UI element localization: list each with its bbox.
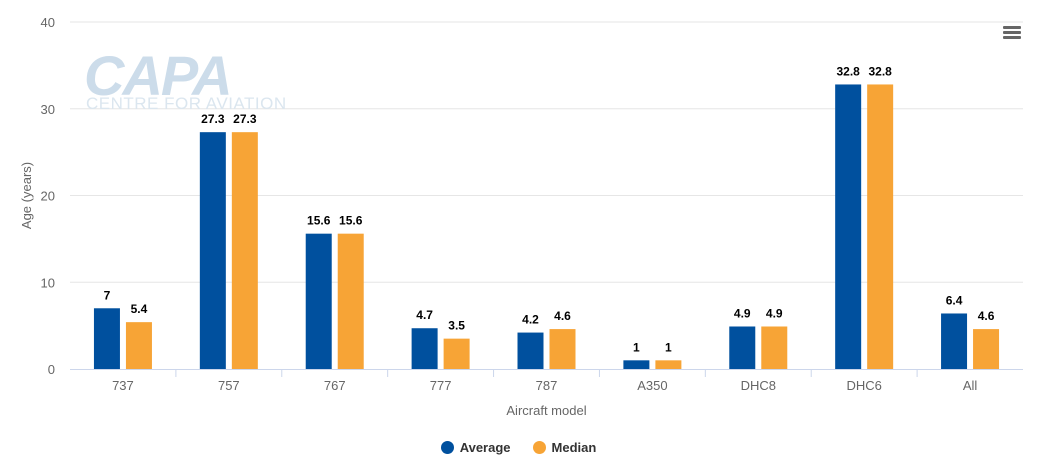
- data-label: 4.6: [554, 309, 571, 323]
- bar-median[interactable]: [655, 360, 682, 369]
- x-tick-label: A350: [637, 378, 667, 393]
- legend-marker-median: [532, 441, 546, 454]
- y-tick-label: 0: [48, 362, 55, 377]
- bar-median[interactable]: [761, 326, 788, 369]
- data-label: 27.3: [201, 112, 225, 126]
- bar-average[interactable]: [941, 313, 968, 369]
- bar-average[interactable]: [93, 308, 120, 369]
- logo-sub-text: CENTRE FOR AVIATION: [86, 94, 287, 113]
- data-label: 32.8: [836, 64, 860, 78]
- bars: [93, 84, 1000, 370]
- legend-item-median[interactable]: Median: [532, 440, 597, 455]
- y-tick-label: 40: [41, 15, 55, 30]
- data-label: 1: [665, 340, 672, 354]
- y-axis-ticks: 0 10 20 30 40: [41, 15, 55, 377]
- hamburger-menu-icon[interactable]: [1000, 24, 1024, 44]
- data-label: 4.9: [734, 306, 751, 320]
- data-label: 4.9: [766, 306, 783, 320]
- data-label: 15.6: [307, 214, 331, 228]
- bar-average[interactable]: [517, 332, 544, 369]
- x-tick-label: 767: [324, 378, 346, 393]
- y-tick-label: 20: [41, 189, 55, 204]
- data-label: 1: [633, 340, 640, 354]
- data-label: 15.6: [339, 214, 363, 228]
- y-tick-label: 30: [41, 102, 55, 117]
- data-label: 4.2: [522, 313, 539, 327]
- x-tick-label: 757: [218, 378, 240, 393]
- bar-average[interactable]: [199, 132, 226, 369]
- bar-median[interactable]: [443, 338, 470, 369]
- legend-label-median: Median: [551, 440, 597, 455]
- x-axis-title: Aircraft model: [506, 403, 586, 418]
- x-tick-label: 777: [430, 378, 452, 393]
- data-label: 27.3: [233, 112, 257, 126]
- legend-item-average[interactable]: Average: [440, 440, 511, 455]
- x-tick-label: DHC8: [741, 378, 776, 393]
- bar-median[interactable]: [125, 322, 152, 369]
- legend-label-average: Average: [459, 440, 511, 455]
- data-label: 3.5: [448, 319, 465, 333]
- bar-median[interactable]: [973, 329, 1000, 369]
- bar-average[interactable]: [623, 360, 650, 369]
- y-tick-label: 10: [41, 275, 55, 290]
- x-tick-label: DHC6: [846, 378, 881, 393]
- bar-median[interactable]: [337, 233, 364, 369]
- data-label: 4.7: [416, 308, 433, 322]
- gridlines: [70, 21, 1023, 283]
- x-tick-label: All: [963, 378, 978, 393]
- logo-main-text: CAPA: [84, 44, 233, 107]
- bar-average[interactable]: [835, 84, 862, 370]
- bar-median[interactable]: [549, 329, 576, 369]
- x-tick-label: 787: [536, 378, 558, 393]
- x-axis-ticks: 737 757 767 777 787 A350 DHC8 DHC6 All: [112, 369, 977, 393]
- data-label: 6.4: [946, 293, 963, 307]
- bar-median[interactable]: [231, 132, 258, 369]
- bar-average[interactable]: [305, 233, 332, 369]
- legend-marker-average: [440, 441, 454, 454]
- data-label: 7: [104, 288, 111, 302]
- data-labels: 7 5.4 27.3 27.3 15.6 15.6 4.7 3.5 4.2 4.6 1 1 4.9 4.9…: [103, 63, 996, 355]
- bar-average[interactable]: [729, 326, 756, 369]
- data-label: 32.8: [868, 64, 892, 78]
- capa-logo: CAPA CENTRE FOR AVIATION: [84, 44, 288, 116]
- data-label: 4.6: [978, 309, 995, 323]
- bar-median[interactable]: [867, 84, 894, 370]
- bar-average[interactable]: [411, 328, 438, 369]
- data-label: 5.4: [131, 302, 148, 316]
- y-axis-title: Age (years): [19, 162, 34, 229]
- legend: Average Median: [0, 440, 1037, 455]
- x-tick-label: 737: [112, 378, 134, 393]
